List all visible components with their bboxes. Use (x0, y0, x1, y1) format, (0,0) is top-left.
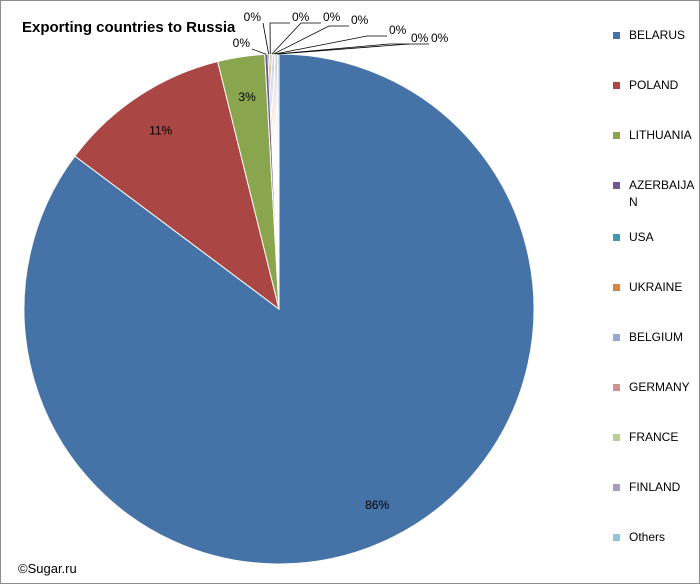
legend-label: BELGIUM (629, 330, 684, 344)
data-label-belarus: 86% (365, 498, 389, 512)
credit-text: ©Sugar.ru (18, 561, 77, 576)
data-label-others: 0% (431, 31, 449, 45)
leader-line-azerbaijan (251, 48, 267, 55)
data-label-lithuania: 3% (238, 90, 256, 104)
leader-line-finland (276, 43, 409, 55)
legend-swatch (613, 334, 620, 341)
legend-label: FINLAND (629, 480, 681, 494)
legend-label: GERMANY (629, 380, 690, 394)
legend-swatch (613, 32, 620, 39)
legend-swatch (613, 384, 620, 391)
legend-label: POLAND (629, 78, 679, 92)
legend-label: UKRAINE (629, 280, 683, 294)
leader-line-others (278, 43, 429, 55)
data-label-france: 0% (389, 23, 407, 37)
legend-swatch (613, 132, 620, 139)
legend-label: USA (629, 230, 654, 244)
pie-slice-poland (74, 60, 280, 311)
legend-label: AZERBAIJAN (629, 178, 695, 209)
data-label-ukraine: 0% (292, 10, 310, 24)
leader-line-germany (273, 25, 349, 55)
chart-title: Exporting countries to Russia (22, 19, 236, 36)
data-label-poland: 11% (149, 123, 172, 137)
legend-swatch (613, 434, 620, 441)
data-label-usa: 0% (244, 10, 262, 24)
legend-label: Others (629, 530, 666, 544)
legend-label: LITHUANIA (629, 128, 692, 142)
data-label-belgium: 0% (323, 10, 341, 24)
data-label-finland: 0% (411, 31, 429, 45)
legend-swatch (613, 234, 620, 241)
leader-line-france (274, 35, 387, 55)
leader-line-belgium (271, 22, 321, 55)
data-label-germany: 0% (351, 13, 369, 27)
legend-swatch (613, 284, 620, 291)
data-label-azerbaijan: 0% (233, 36, 251, 50)
legend-swatch (613, 182, 620, 189)
legend-swatch (613, 82, 620, 89)
legend-label: FRANCE (629, 430, 679, 444)
legend-swatch (613, 484, 620, 491)
legend-swatch (613, 534, 620, 541)
legend-label: BELARUS (629, 28, 686, 42)
leader-line-ukraine (269, 22, 290, 55)
leader-line-usa (262, 22, 270, 55)
